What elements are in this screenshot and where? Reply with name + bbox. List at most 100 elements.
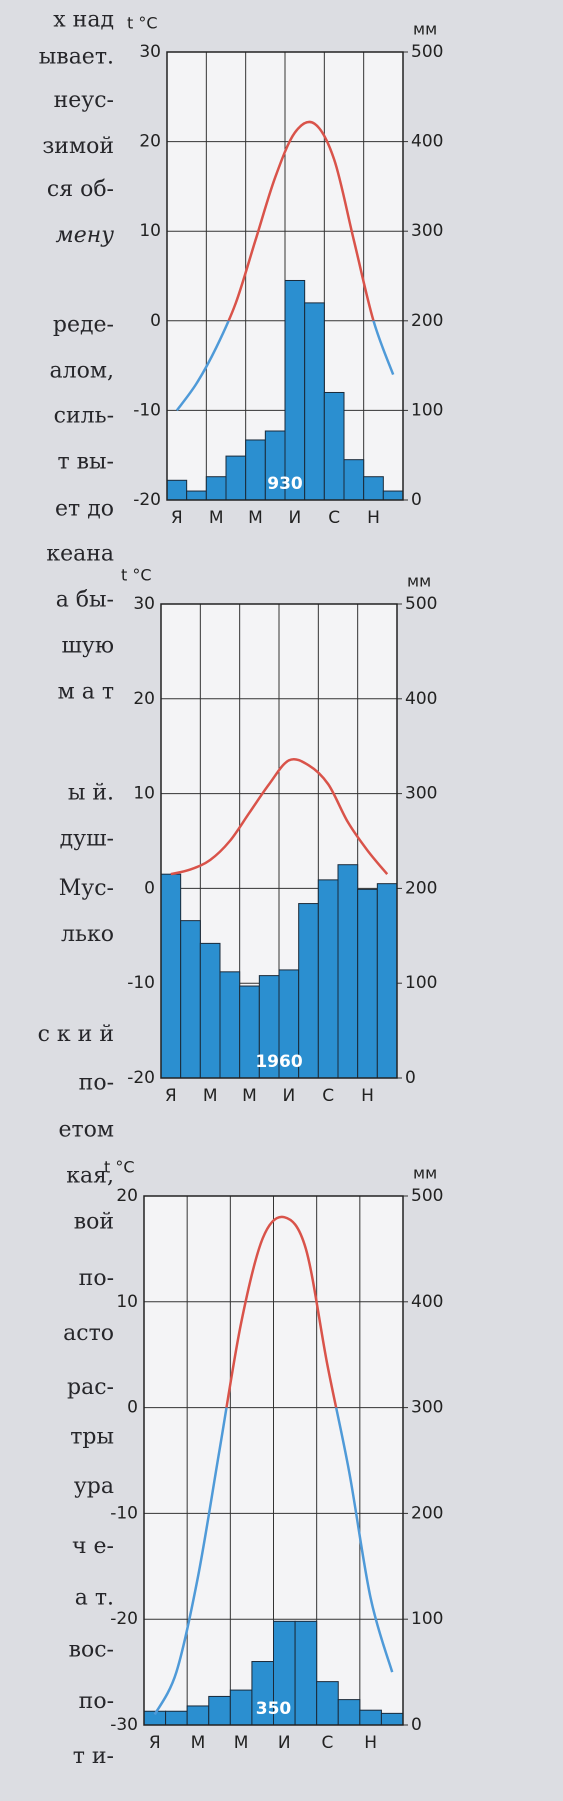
precipitation-bar: [376, 883, 398, 1079]
side-text: т и-: [73, 1744, 114, 1769]
side-text: рас-: [67, 1375, 114, 1400]
precipitation-bar: [229, 1689, 253, 1726]
y-tick-label: 10: [139, 221, 161, 241]
precipitation-bar: [225, 455, 247, 501]
y-tick-label: 0: [150, 311, 161, 331]
y2-tick-label: 100: [411, 1609, 443, 1629]
precipitation-bar: [382, 490, 404, 501]
y-tick-label: -10: [110, 1503, 138, 1523]
x-tick-label: Н: [367, 508, 380, 528]
y-tick-label: 0: [127, 1398, 138, 1418]
side-text: кая,: [66, 1163, 114, 1188]
side-text: силь-: [54, 403, 114, 428]
y2-tick-label: 500: [411, 42, 443, 62]
side-text: по-: [79, 1266, 114, 1291]
precipitation-bar: [380, 1712, 404, 1726]
x-tick-label: М: [248, 508, 263, 528]
x-tick-label: М: [203, 1086, 218, 1106]
y-tick-label: 20: [133, 689, 155, 709]
y2-tick-label: 0: [405, 1068, 416, 1088]
y2-tick-label: 400: [411, 132, 443, 152]
precipitation-bar: [316, 1681, 339, 1726]
side-text: ся об-: [47, 177, 114, 202]
x-tick-label: И: [278, 1733, 291, 1753]
y2-tick-label: 200: [411, 1503, 443, 1523]
x-tick-label: М: [191, 1733, 206, 1753]
total-label: 1960: [255, 1052, 302, 1072]
y2-tick-label: 0: [411, 490, 422, 510]
x-tick-label: С: [322, 1733, 334, 1753]
precipitation-bar: [304, 302, 325, 501]
precipitation-bar: [205, 476, 227, 501]
side-text: душ-: [60, 827, 114, 852]
x-tick-label: М: [209, 508, 224, 528]
y-tick-label: 0: [144, 878, 155, 898]
temperature-line: [227, 120, 375, 321]
y-axis-label: t °C: [104, 1158, 135, 1177]
x-tick-label: С: [322, 1086, 334, 1106]
side-text: асто: [63, 1321, 114, 1346]
side-text: шую: [61, 633, 114, 658]
y-tick-label: -20: [110, 1609, 138, 1629]
side-text: ура: [74, 1474, 114, 1499]
precipitation-bar: [363, 476, 384, 501]
side-text: мену: [55, 223, 114, 248]
side-text: по-: [79, 1689, 114, 1714]
temperature-line: [170, 758, 389, 876]
x-tick-label: Я: [171, 508, 183, 528]
y2-tick-label: 500: [405, 594, 437, 614]
temperature-line: [225, 1215, 338, 1408]
side-text: тры: [70, 1425, 114, 1450]
y-tick-label: -20: [127, 1068, 155, 1088]
x-tick-label: М: [242, 1086, 257, 1106]
precipitation-bar: [180, 920, 201, 1079]
y2-axis-label: мм: [413, 1164, 437, 1183]
precipitation-bar: [166, 479, 188, 501]
side-text: вой: [74, 1209, 114, 1234]
y2-tick-label: 100: [405, 973, 437, 993]
y2-tick-label: 300: [411, 221, 443, 241]
side-text: т вы-: [58, 449, 115, 474]
x-tick-label: Н: [361, 1086, 374, 1106]
side-text: кеана: [46, 541, 114, 566]
y-tick-label: 20: [116, 1186, 138, 1206]
x-tick-label: Я: [149, 1733, 161, 1753]
temperature-line-below-zero: [175, 320, 395, 412]
side-text: ывает.: [39, 45, 114, 70]
y2-tick-label: 100: [411, 400, 443, 420]
precipitation-bar: [343, 459, 365, 501]
y2-tick-label: 400: [411, 1292, 443, 1312]
y-tick-label: 30: [139, 42, 161, 62]
y-tick-label: 20: [139, 132, 161, 152]
y-axis-label: t °C: [121, 566, 152, 585]
y2-tick-label: 400: [405, 689, 437, 709]
y2-axis-label: мм: [407, 572, 431, 591]
y-tick-label: 10: [116, 1292, 138, 1312]
side-text: лько: [61, 922, 114, 947]
side-text: Мус-: [59, 876, 114, 901]
x-tick-label: И: [282, 1086, 295, 1106]
side-text: алом,: [50, 358, 114, 383]
y-tick-label: 10: [133, 784, 155, 804]
y2-tick-label: 500: [411, 1186, 443, 1206]
y-tick-label: -20: [133, 490, 161, 510]
precipitation-bar: [337, 864, 359, 1079]
y-tick-label: -30: [110, 1715, 138, 1735]
total-label: 930: [267, 474, 303, 494]
precipitation-bar: [160, 873, 182, 1079]
y-tick-label: 30: [133, 594, 155, 614]
plot-frame: [143, 1195, 404, 1726]
y2-tick-label: 300: [411, 1398, 443, 1418]
side-text: м а т: [58, 679, 114, 704]
y2-tick-label: 200: [405, 878, 437, 898]
precipitation-bar: [337, 1699, 361, 1726]
total-label: 350: [256, 1699, 292, 1719]
x-tick-label: М: [234, 1733, 249, 1753]
precipitation-bar: [284, 279, 306, 501]
side-text: етом: [58, 1117, 114, 1142]
precipitation-bar: [323, 391, 345, 501]
side-text: х над: [53, 8, 114, 33]
precipitation-bar: [219, 971, 241, 1079]
